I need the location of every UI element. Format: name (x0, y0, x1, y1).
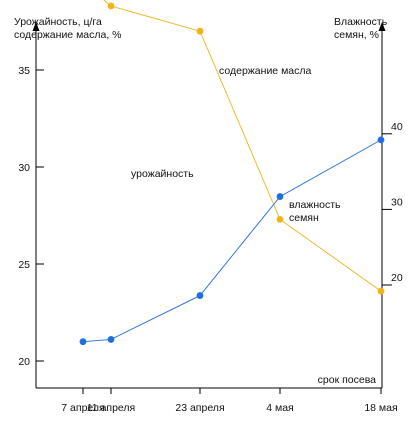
x-tick-label-4: 18 мая (364, 402, 397, 414)
series-label-1-line-0: урожайность (131, 168, 194, 180)
left-axis-title: Урожайность, ц/га содержание масла, % (14, 16, 122, 41)
left-axis-title-line-1: Урожайность, ц/га (14, 16, 102, 28)
series-1-point-4 (377, 287, 385, 295)
left-tick-label-35: 35 (18, 65, 30, 77)
right-tick-label-40: 40 (391, 121, 403, 133)
series-1-point-1 (107, 2, 115, 10)
series-1-point-3 (276, 215, 284, 223)
series-label-0-line-0: содержание масла (219, 65, 312, 77)
left-axis-title-line-2: содержание масла, % (14, 29, 122, 41)
series-1-point-2 (196, 27, 204, 35)
series-labels: содержание масла урожайность влажность семя… (131, 65, 341, 224)
x-tick-label-0: 7 апреля (61, 402, 104, 414)
series-2-point-0 (79, 338, 87, 346)
left-axis-arrow (32, 22, 40, 31)
left-tick-label-20: 20 (18, 356, 30, 368)
right-axis-title-line-1: Влажность (334, 16, 388, 28)
x-tick-label-1: 11 апреля (87, 402, 136, 414)
right-tick-label-30: 30 (391, 196, 403, 208)
series-layer (79, 0, 385, 346)
series-label-0: содержание масла (219, 65, 312, 77)
x-tick-label-2: 23 апреля (175, 402, 224, 414)
right-axis-title: Влажность семян, % (334, 16, 390, 41)
x-axis-title: срок посева (318, 374, 377, 386)
left-tick-label-25: 25 (18, 259, 30, 271)
left-tick-label-30: 30 (18, 162, 30, 174)
series-line-2 (82, 139, 382, 343)
right-tick-label-20: 20 (391, 272, 403, 284)
x-tick-label-3: 4 мая (266, 402, 294, 414)
series-label-1: урожайность (131, 168, 194, 180)
right-axis-title-line-2: семян, % (334, 29, 379, 41)
left-axis-ticks: 20253035404550 (18, 65, 44, 368)
series-line-1 (103, 0, 382, 292)
series-label-2-line-0: влажность (289, 199, 341, 211)
series-label-2: влажность семян (289, 199, 341, 224)
series-2-point-1 (107, 336, 115, 343)
right-axis-arrow (378, 22, 386, 31)
series-2-point-4 (377, 136, 385, 144)
series-2-point-3 (276, 193, 284, 200)
series-2-point-2 (196, 292, 204, 299)
series-label-2-line-1: семян (289, 212, 319, 224)
right-axis-ticks: 20 30 40 (382, 121, 403, 286)
